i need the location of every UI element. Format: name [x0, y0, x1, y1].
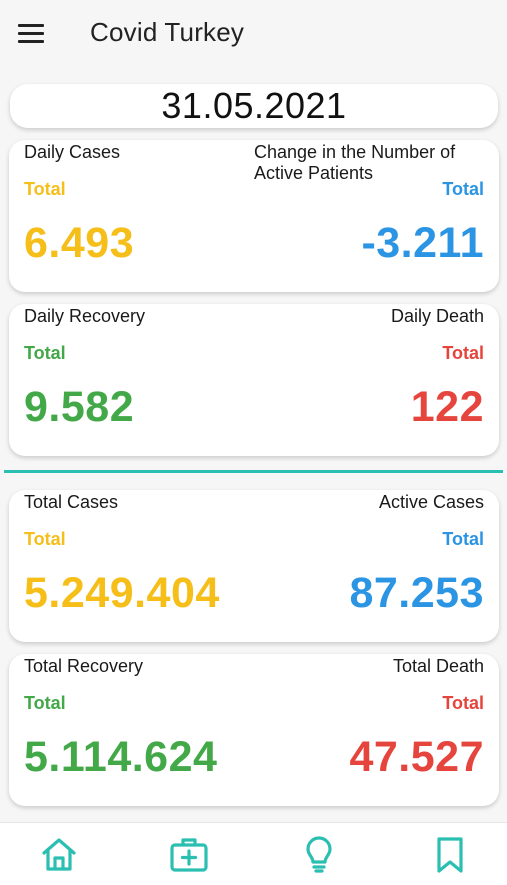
total-recovery-value: 5.114.624 [24, 733, 218, 781]
card-right-label: Active Cases [378, 492, 484, 512]
date-card: 31.05.2021 [10, 84, 498, 128]
card-right-sub: Total [442, 693, 484, 713]
daily-cases-card: Daily Cases Change in the Number of Acti… [9, 140, 499, 292]
card-right-label: Total Death [392, 656, 484, 676]
total-recovery-card: Total Recovery Total Death Total Total 5… [9, 654, 499, 806]
active-cases-value: 87.253 [349, 569, 484, 617]
card-left-sub: Total [24, 693, 66, 713]
total-death-value: 47.527 [349, 733, 484, 781]
bookmark-icon [437, 837, 463, 873]
daily-recovery-card: Daily Recovery Daily Death Total Total 9… [9, 304, 499, 456]
card-left-sub: Total [24, 529, 66, 549]
total-cases-value: 5.249.404 [24, 569, 220, 617]
daily-cases-value: 6.493 [24, 219, 135, 267]
card-left-label: Daily Cases [24, 142, 121, 162]
card-right-sub: Total [442, 343, 484, 363]
lightbulb-icon [306, 836, 332, 873]
active-change-value: -3.211 [361, 219, 484, 267]
medical-kit-icon [170, 838, 208, 872]
nav-saved[interactable] [430, 835, 470, 875]
card-right-label: Daily Death [390, 306, 484, 326]
nav-medical[interactable] [169, 835, 209, 875]
total-cases-card: Total Cases Active Cases Total Total 5.2… [9, 490, 499, 642]
section-divider [4, 470, 503, 473]
bottom-navigation [0, 822, 507, 885]
card-left-label: Total Recovery [24, 656, 144, 676]
card-left-sub: Total [24, 343, 66, 363]
card-left-label: Total Cases [24, 492, 119, 512]
card-left-label: Daily Recovery [24, 306, 146, 326]
hamburger-menu-icon[interactable] [18, 24, 44, 44]
card-right-sub: Total [442, 529, 484, 549]
daily-death-value: 122 [410, 383, 484, 431]
app-bar: Covid Turkey [0, 0, 507, 68]
nav-tips[interactable] [299, 835, 339, 875]
nav-home[interactable] [39, 835, 79, 875]
page-title: Covid Turkey [90, 17, 245, 47]
card-left-sub: Total [24, 179, 66, 199]
card-right-sub: Total [442, 179, 484, 199]
card-right-label: Change in the Number of Active Patients [254, 142, 456, 183]
report-date: 31.05.2021 [161, 85, 347, 126]
daily-recovery-value: 9.582 [24, 383, 135, 431]
home-icon [42, 838, 76, 871]
